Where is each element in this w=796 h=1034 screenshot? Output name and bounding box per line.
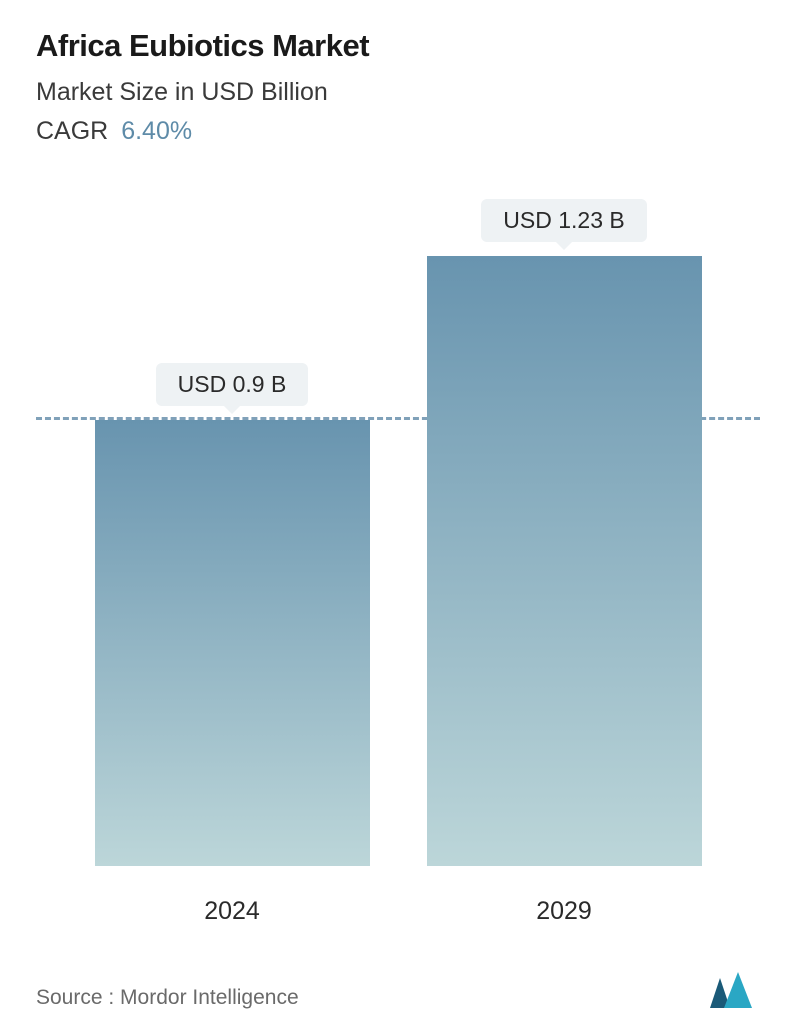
cagr-line: CAGR 6.40% — [36, 117, 760, 146]
chart-title: Africa Eubiotics Market — [36, 28, 760, 64]
source-text: Source : Mordor Intelligence — [36, 986, 299, 1010]
chart-subtitle: Market Size in USD Billion — [36, 78, 760, 107]
bar-column: USD 0.9 B — [87, 363, 377, 866]
mordor-logo-icon — [704, 970, 760, 1010]
chart-area: USD 0.9 B USD 1.23 B 2024 2029 — [36, 186, 760, 926]
cagr-label: CAGR — [36, 117, 108, 145]
x-axis-label: 2024 — [87, 897, 377, 926]
x-axis-label: 2029 — [419, 897, 709, 926]
value-badge: USD 1.23 B — [481, 199, 646, 242]
chart-footer: Source : Mordor Intelligence — [36, 970, 760, 1010]
bar — [95, 420, 370, 866]
cagr-value: 6.40% — [121, 117, 192, 145]
value-badge: USD 0.9 B — [156, 363, 309, 406]
bar — [427, 256, 702, 866]
x-axis-labels: 2024 2029 — [36, 881, 760, 926]
bar-column: USD 1.23 B — [419, 199, 709, 866]
bars-container: USD 0.9 B USD 1.23 B — [36, 186, 760, 866]
